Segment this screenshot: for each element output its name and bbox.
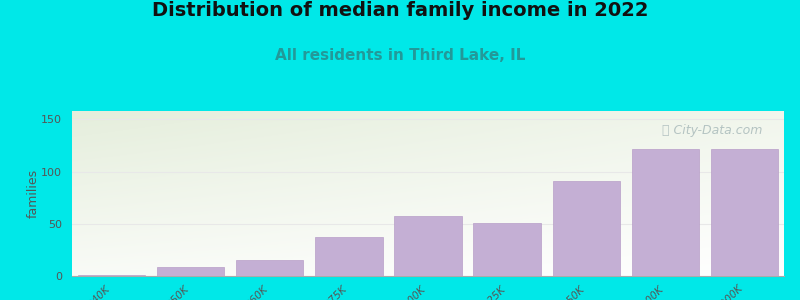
Bar (157, 267, 224, 276)
Text: Distribution of median family income in 2022: Distribution of median family income in … (152, 2, 648, 20)
Y-axis label: families: families (27, 169, 40, 218)
Bar (78, 275, 145, 276)
Bar (236, 260, 303, 276)
Bar (711, 148, 778, 276)
Bar (394, 217, 462, 276)
Bar (474, 223, 541, 276)
Bar (553, 181, 620, 276)
Text: All residents in Third Lake, IL: All residents in Third Lake, IL (275, 48, 525, 63)
Text: ⓘ City-Data.com: ⓘ City-Data.com (662, 124, 762, 137)
Bar (315, 237, 382, 276)
Bar (632, 148, 699, 276)
